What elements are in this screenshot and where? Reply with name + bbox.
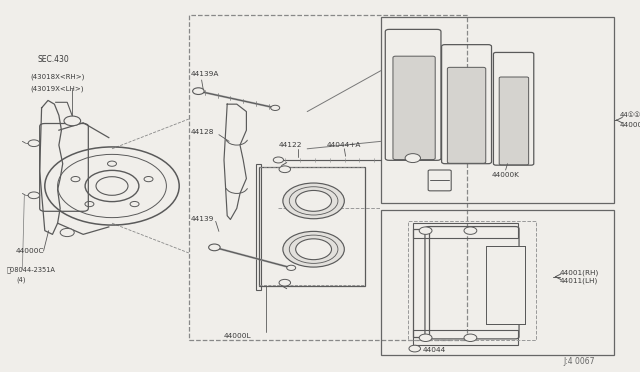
Bar xyxy=(413,229,429,337)
Text: (4): (4) xyxy=(16,276,26,283)
Circle shape xyxy=(279,166,291,173)
Text: 44139: 44139 xyxy=(191,217,214,222)
Circle shape xyxy=(60,228,74,237)
Circle shape xyxy=(273,157,284,163)
Circle shape xyxy=(464,227,477,234)
Circle shape xyxy=(28,140,40,147)
Circle shape xyxy=(28,192,40,199)
Circle shape xyxy=(271,105,280,110)
Text: 44①①①K: 44①①①K xyxy=(620,112,640,118)
FancyBboxPatch shape xyxy=(499,77,529,165)
Text: 44044+A: 44044+A xyxy=(326,142,361,148)
Bar xyxy=(256,164,261,290)
Text: 44011(LH): 44011(LH) xyxy=(560,278,598,284)
Circle shape xyxy=(296,190,332,211)
Circle shape xyxy=(409,345,420,352)
Bar xyxy=(381,17,614,203)
Text: 44139A: 44139A xyxy=(191,71,219,77)
Text: 44000L: 44000L xyxy=(224,333,252,339)
Circle shape xyxy=(296,239,332,260)
Text: 44000K: 44000K xyxy=(492,172,520,178)
Circle shape xyxy=(283,183,344,219)
Text: 44128: 44128 xyxy=(191,129,214,135)
Bar xyxy=(486,246,525,324)
Text: J:4 0067: J:4 0067 xyxy=(563,357,595,366)
Circle shape xyxy=(193,88,204,94)
Text: (43018X<RH>): (43018X<RH>) xyxy=(31,73,85,80)
Circle shape xyxy=(287,265,296,270)
Text: 44001(RH): 44001(RH) xyxy=(560,269,599,276)
Bar xyxy=(413,223,518,238)
Circle shape xyxy=(464,334,477,341)
Circle shape xyxy=(64,116,81,126)
Text: Ⓑ08044-2351A: Ⓑ08044-2351A xyxy=(6,266,55,273)
Circle shape xyxy=(283,231,344,267)
Text: 44122: 44122 xyxy=(278,142,302,148)
FancyBboxPatch shape xyxy=(393,56,435,160)
Circle shape xyxy=(209,244,220,251)
Circle shape xyxy=(405,154,420,163)
Circle shape xyxy=(419,334,432,341)
Bar xyxy=(381,210,614,355)
Bar xyxy=(189,15,467,340)
Bar xyxy=(259,167,365,286)
Circle shape xyxy=(419,227,432,234)
Bar xyxy=(408,221,536,340)
Text: 44000K: 44000K xyxy=(620,122,640,128)
Text: (43019X<LH>): (43019X<LH>) xyxy=(31,85,84,92)
FancyBboxPatch shape xyxy=(447,67,486,163)
Text: SEC.430: SEC.430 xyxy=(37,55,69,64)
Bar xyxy=(413,330,518,345)
Text: 44000C: 44000C xyxy=(16,248,45,254)
Circle shape xyxy=(279,279,291,286)
Text: 44044: 44044 xyxy=(422,347,445,353)
